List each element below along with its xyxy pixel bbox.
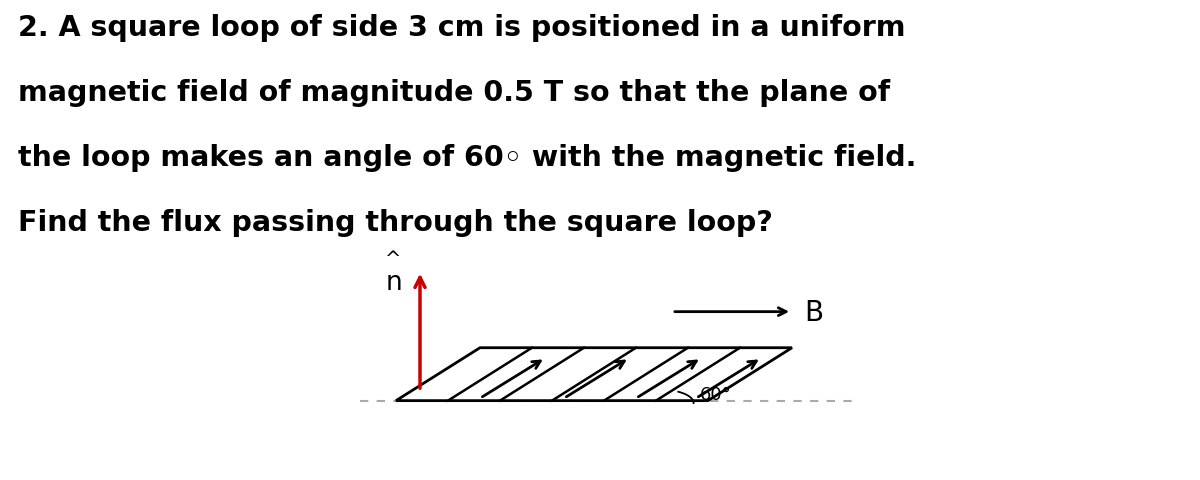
Text: Find the flux passing through the square loop?: Find the flux passing through the square… <box>18 209 773 237</box>
Polygon shape <box>396 348 792 401</box>
Text: B: B <box>804 298 823 326</box>
Text: n: n <box>385 270 402 296</box>
Text: ^: ^ <box>385 250 402 269</box>
Text: magnetic field of magnitude 0.5 T so that the plane of: magnetic field of magnitude 0.5 T so tha… <box>18 79 890 107</box>
Text: 2. A square loop of side 3 cm is positioned in a uniform: 2. A square loop of side 3 cm is positio… <box>18 14 906 42</box>
Text: 60°: 60° <box>700 385 731 403</box>
Text: the loop makes an angle of 60◦ with the magnetic field.: the loop makes an angle of 60◦ with the … <box>18 144 917 172</box>
